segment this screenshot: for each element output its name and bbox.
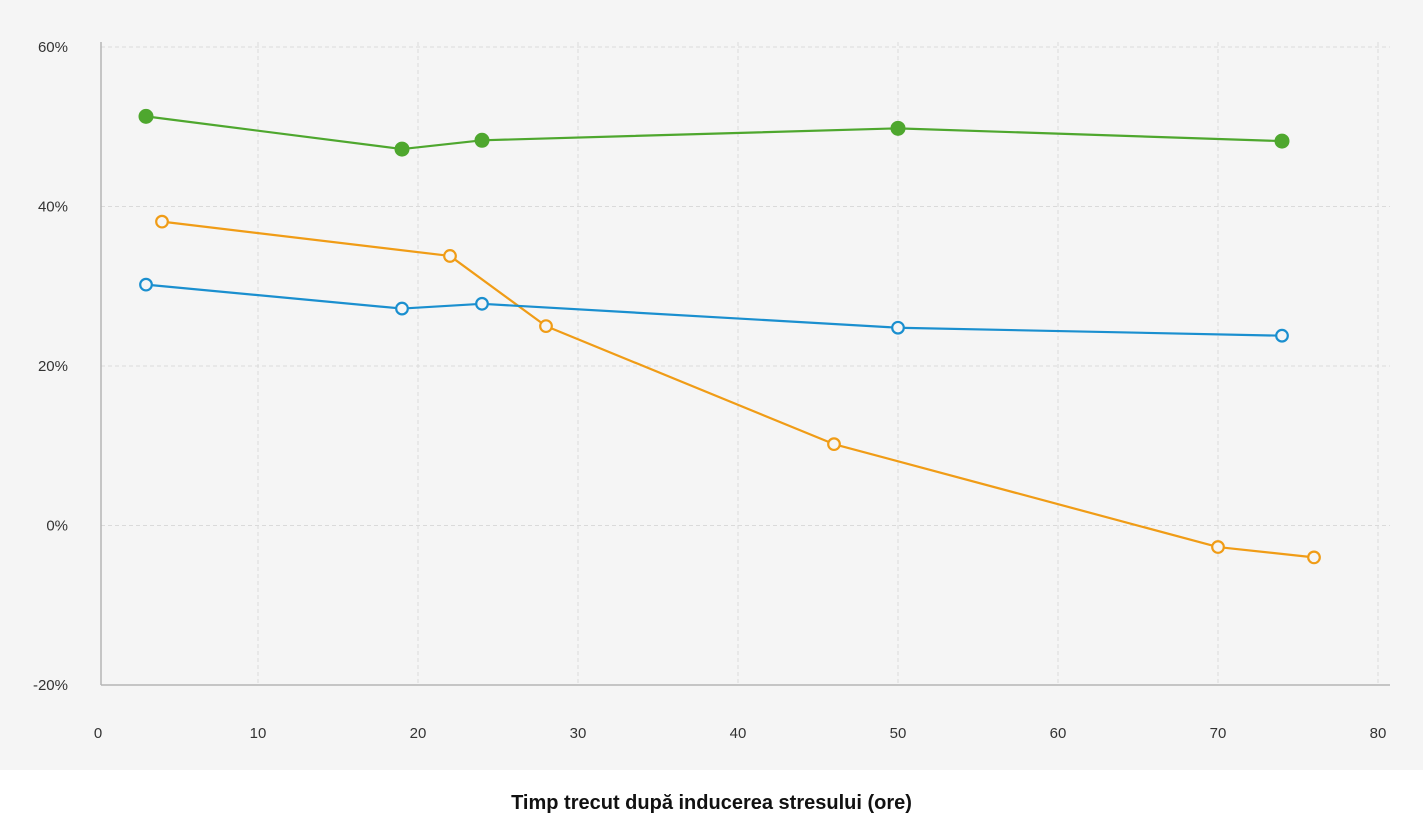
x-tick-label: 30 — [570, 725, 587, 742]
x-tick-label: 20 — [410, 725, 427, 742]
series-3 — [139, 277, 1289, 343]
axes — [100, 42, 1390, 686]
y-tick-label: -20% — [33, 677, 68, 694]
data-series — [138, 108, 1321, 565]
series-line — [145, 115, 1283, 151]
y-tick-label: 40% — [38, 199, 68, 216]
data-point[interactable] — [138, 108, 154, 124]
series-line — [161, 220, 1315, 559]
chart-panel: -20% 0% 20% 40% 60% 0 10 20 30 40 50 60 70 80 — [32, 39, 1390, 742]
data-point[interactable] — [394, 141, 410, 157]
series-2 — [155, 214, 1321, 565]
x-tick-label: 70 — [1210, 725, 1227, 742]
line-chart: -20% 0% 20% 40% 60% 0 10 20 30 40 50 60 70 80 — [33, 39, 1390, 742]
data-point[interactable] — [475, 296, 489, 311]
data-point[interactable] — [827, 437, 841, 452]
tick-labels: -20% 0% 20% 40% 60% 0 10 20 30 40 50 60 70 80 — [33, 39, 1386, 742]
x-tick-label: 40 — [730, 725, 747, 742]
series-line — [145, 283, 1283, 337]
data-point[interactable] — [890, 120, 906, 136]
data-point[interactable] — [474, 132, 490, 148]
data-point[interactable] — [395, 301, 409, 316]
gridlines — [101, 42, 1390, 686]
x-tick-label: 10 — [250, 725, 267, 742]
x-tick-label: 60 — [1050, 725, 1067, 742]
data-point[interactable] — [155, 214, 169, 229]
data-point[interactable] — [1211, 540, 1225, 554]
data-point[interactable] — [443, 249, 457, 263]
y-tick-label: 20% — [38, 358, 68, 375]
data-point[interactable] — [1307, 550, 1321, 565]
data-point[interactable] — [891, 320, 905, 335]
x-axis-title: Timp trecut după inducerea stresului (or… — [511, 792, 912, 814]
y-tick-label: 60% — [38, 39, 68, 56]
data-point[interactable] — [1275, 328, 1289, 343]
y-tick-label: 0% — [46, 518, 68, 535]
data-point[interactable] — [1274, 133, 1290, 149]
data-point[interactable] — [539, 319, 553, 334]
x-tick-label: 80 — [1370, 725, 1387, 742]
x-tick-label: 50 — [890, 725, 907, 742]
series-1 — [138, 108, 1290, 157]
data-point[interactable] — [139, 277, 153, 292]
x-tick-label: 0 — [94, 725, 102, 742]
